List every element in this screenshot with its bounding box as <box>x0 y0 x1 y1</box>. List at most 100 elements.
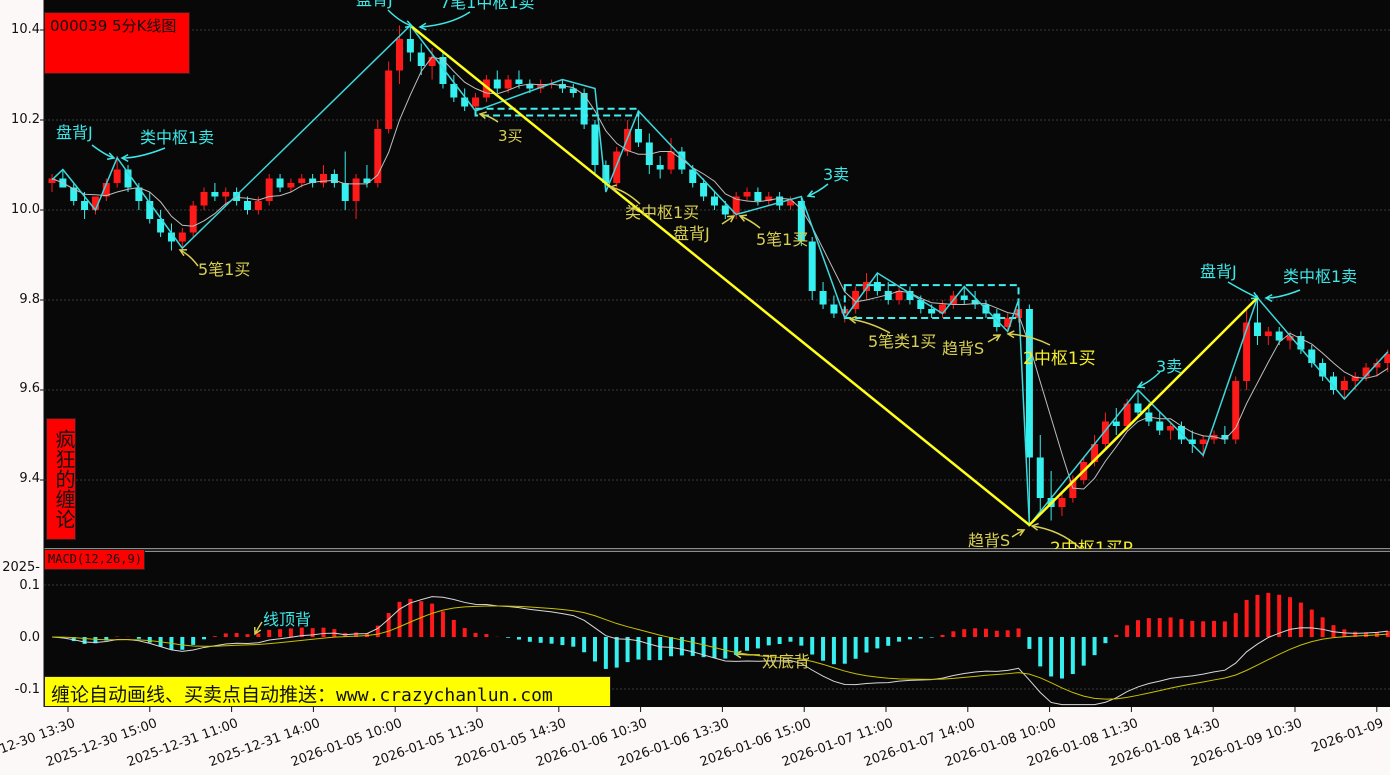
stroke-line <box>51 24 1389 528</box>
annotation: 双底背 <box>762 652 811 671</box>
annotation: 5笔1买 <box>198 260 251 279</box>
candle-up <box>1340 381 1348 390</box>
candle-down <box>363 178 371 183</box>
candle-up <box>1091 444 1099 462</box>
annotation: 3卖 <box>1156 357 1183 376</box>
annotation: 5笔类1买 <box>868 332 937 351</box>
candle-down <box>678 151 686 170</box>
annotation-arrow <box>479 113 499 123</box>
arrowhead-icon <box>726 215 736 223</box>
candle-down <box>971 300 979 305</box>
candle-up <box>895 291 903 300</box>
candle-down <box>493 79 501 89</box>
arrowhead-icon <box>1006 330 1015 339</box>
macd-dif-line <box>51 596 1388 706</box>
candle-up <box>1362 367 1370 377</box>
annotation-arrow <box>121 147 166 159</box>
candle-down <box>656 165 664 170</box>
candle-down <box>146 201 154 219</box>
candle-up <box>1243 322 1251 381</box>
segment-line <box>409 24 1259 527</box>
candle-up <box>472 97 480 107</box>
candle-up <box>113 169 121 183</box>
candle-up <box>765 196 773 201</box>
macd-tick: -0.1 <box>14 682 40 697</box>
macd-label: MACD(12,26,9) <box>44 549 145 570</box>
annotation: 盘背J <box>1200 262 1237 281</box>
banner-url[interactable]: www.crazychanlun.com <box>336 685 553 706</box>
candle-up <box>732 196 740 215</box>
macd-dea-line <box>51 605 1388 700</box>
candle-down <box>569 88 577 93</box>
arrowhead-icon <box>608 184 617 193</box>
candle-up <box>1384 354 1390 363</box>
candle-down <box>721 205 729 215</box>
candle-down <box>461 97 469 107</box>
arrowhead-icon <box>738 214 748 222</box>
candle-up <box>1373 363 1381 368</box>
arrowhead-icon <box>418 22 427 31</box>
candle-down <box>1319 363 1327 377</box>
candle-up <box>352 178 360 201</box>
candle-up <box>852 291 860 309</box>
candle-down <box>634 129 642 143</box>
annotation-arrow <box>1007 333 1051 346</box>
candle-down <box>450 84 458 98</box>
candle-down <box>1329 376 1337 390</box>
candle-down <box>710 196 718 206</box>
annotation-arrow <box>1227 281 1259 299</box>
annotation: 类中枢1买 <box>625 203 700 222</box>
candle-down <box>700 183 708 197</box>
promo-banner[interactable]: 缠论自动画线、买卖点自动推送：www.crazychanlun.com <box>44 676 611 707</box>
candle-down <box>928 309 936 314</box>
candle-up <box>1351 376 1359 381</box>
price-tick: 9.8 <box>19 292 40 307</box>
annotation-arrow <box>387 9 413 27</box>
candle-up <box>613 151 621 183</box>
candle-down <box>243 201 251 210</box>
candle-down <box>135 187 143 201</box>
arrowhead-icon <box>1136 381 1146 389</box>
candle-down <box>330 174 338 183</box>
candle-down <box>515 79 523 84</box>
partial-date-tick: 2025- <box>2 560 40 575</box>
candle-up <box>374 129 382 183</box>
arrowhead-icon <box>1030 522 1039 531</box>
ma-line <box>51 56 1389 490</box>
annotation: 盘背J <box>56 123 93 142</box>
candle-down <box>808 241 816 291</box>
candle-up <box>385 70 393 129</box>
candle-down <box>1221 435 1229 440</box>
candle-up <box>320 174 327 183</box>
annotation-arrow <box>739 215 761 229</box>
arrowhead-icon <box>848 315 857 324</box>
annotation: 盘背J <box>673 224 710 243</box>
annotation-arrow <box>849 318 891 334</box>
candle-up <box>178 232 186 242</box>
candle-up <box>102 183 110 197</box>
macd-tick: 0.0 <box>19 630 40 645</box>
candle-down <box>124 169 132 188</box>
candle-up <box>91 196 99 210</box>
candle-down <box>1112 421 1120 426</box>
annotation: 2中枢1买P <box>1050 539 1133 549</box>
candle-up <box>1167 426 1175 431</box>
annotation-arrow <box>1265 289 1301 299</box>
candle-down <box>439 57 447 84</box>
candle-up <box>624 129 632 152</box>
candle-up <box>189 205 197 233</box>
candle-up <box>863 282 870 291</box>
annotation: 类中枢1卖 <box>140 128 215 147</box>
candle-up <box>1232 381 1240 440</box>
candle-up <box>1058 498 1066 507</box>
candle-down <box>1156 421 1164 431</box>
candle-up <box>1004 318 1012 327</box>
annotation: 2中枢1买 <box>1023 349 1096 369</box>
candle-up <box>298 178 306 183</box>
candle-down <box>917 300 925 309</box>
candle-down <box>960 295 968 300</box>
annotation: 盘背J <box>356 0 393 9</box>
arrowhead-icon <box>178 248 188 257</box>
candle-down <box>797 201 805 242</box>
